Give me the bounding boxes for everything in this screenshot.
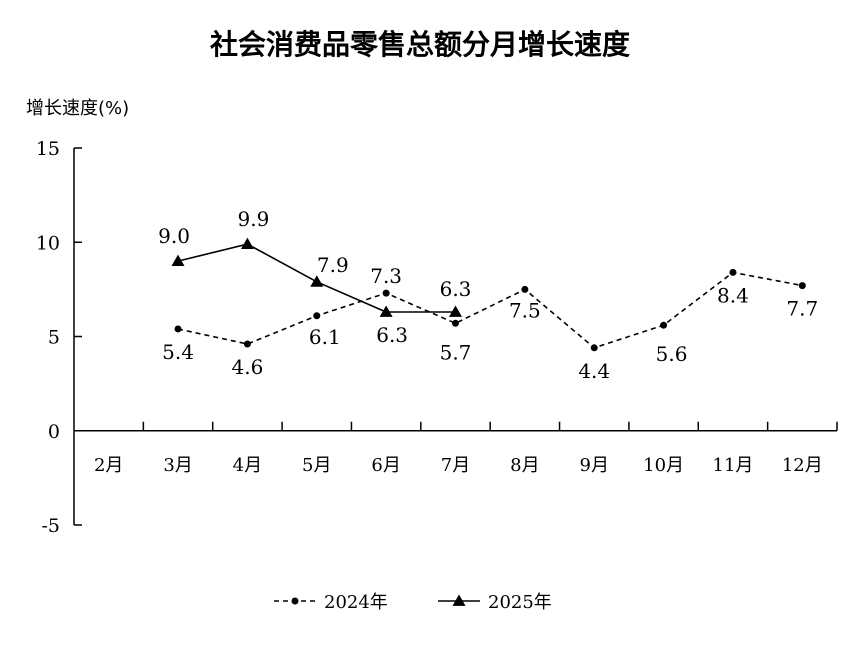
legend-marker [452,594,466,606]
data-point [590,344,598,352]
data-point [313,312,321,320]
data-labels: 5.4 4.6 6.1 7.3 5.7 7.5 4.4 5.6 8.4 7.7 9.0 9.9 7.9 6… [158,207,818,383]
x-tick-label: 8月 [510,455,539,476]
data-label: 5.4 [162,340,194,364]
data-point [379,305,393,317]
data-label: 7.7 [786,297,818,321]
data-point [660,321,668,329]
data-point [174,325,182,333]
data-point [449,305,462,317]
data-point [521,285,529,293]
data-label: 6.3 [440,277,472,301]
data-label: 5.6 [656,342,688,366]
data-point [240,237,254,249]
y-tick-label: 0 [48,421,60,443]
data-label: 9.9 [238,207,270,231]
data-point [171,254,185,266]
data-point [729,268,737,276]
legend-label: 2025年 [488,592,552,613]
data-label: 6.1 [309,325,341,349]
legend-marker [291,597,299,605]
x-tick-label: 3月 [163,455,192,476]
data-label: 7.3 [370,264,402,288]
x-tick-label: 4月 [233,455,262,476]
data-label: 6.3 [376,323,408,347]
y-tick-label: 15 [36,138,60,160]
data-label: 4.6 [232,355,264,379]
data-point [798,282,806,290]
x-tick-label: 5月 [302,455,331,476]
y-tick-label: -5 [41,515,60,537]
axes: 15 10 5 0 -5 2月 3月 4月 5月 6月 7月 8月 9月 10月 11月 12月 [36,138,838,537]
chart-title: 社会消费品零售总额分月增长速度 [210,28,630,61]
y-tick-label: 5 [48,327,60,349]
data-point [310,275,324,287]
y-tick-label: 10 [36,232,60,254]
series-layer [171,237,806,352]
data-point [382,289,390,297]
series-line-2024年 [177,271,803,349]
data-label: 8.4 [717,283,749,307]
x-tick-label: 9月 [580,455,609,476]
data-label: 4.4 [578,359,610,383]
data-label: 7.5 [509,298,541,322]
data-point [452,319,459,327]
data-label: 5.7 [440,340,472,364]
legend-label: 2024年 [324,592,388,613]
x-tick-label: 11月 [713,455,754,476]
data-label: 7.9 [317,253,349,277]
x-tick-label: 10月 [643,455,684,476]
x-tick-label: 6月 [371,455,400,476]
x-tick-label: 12月 [782,455,823,476]
x-tick-label: 7月 [441,455,470,476]
data-label: 9.0 [158,224,190,248]
data-point [243,340,251,348]
x-tick-label: 2月 [94,455,123,476]
y-axis-label: 增长速度(%) [26,98,129,119]
legend: 2024年 2025年 [274,592,552,613]
